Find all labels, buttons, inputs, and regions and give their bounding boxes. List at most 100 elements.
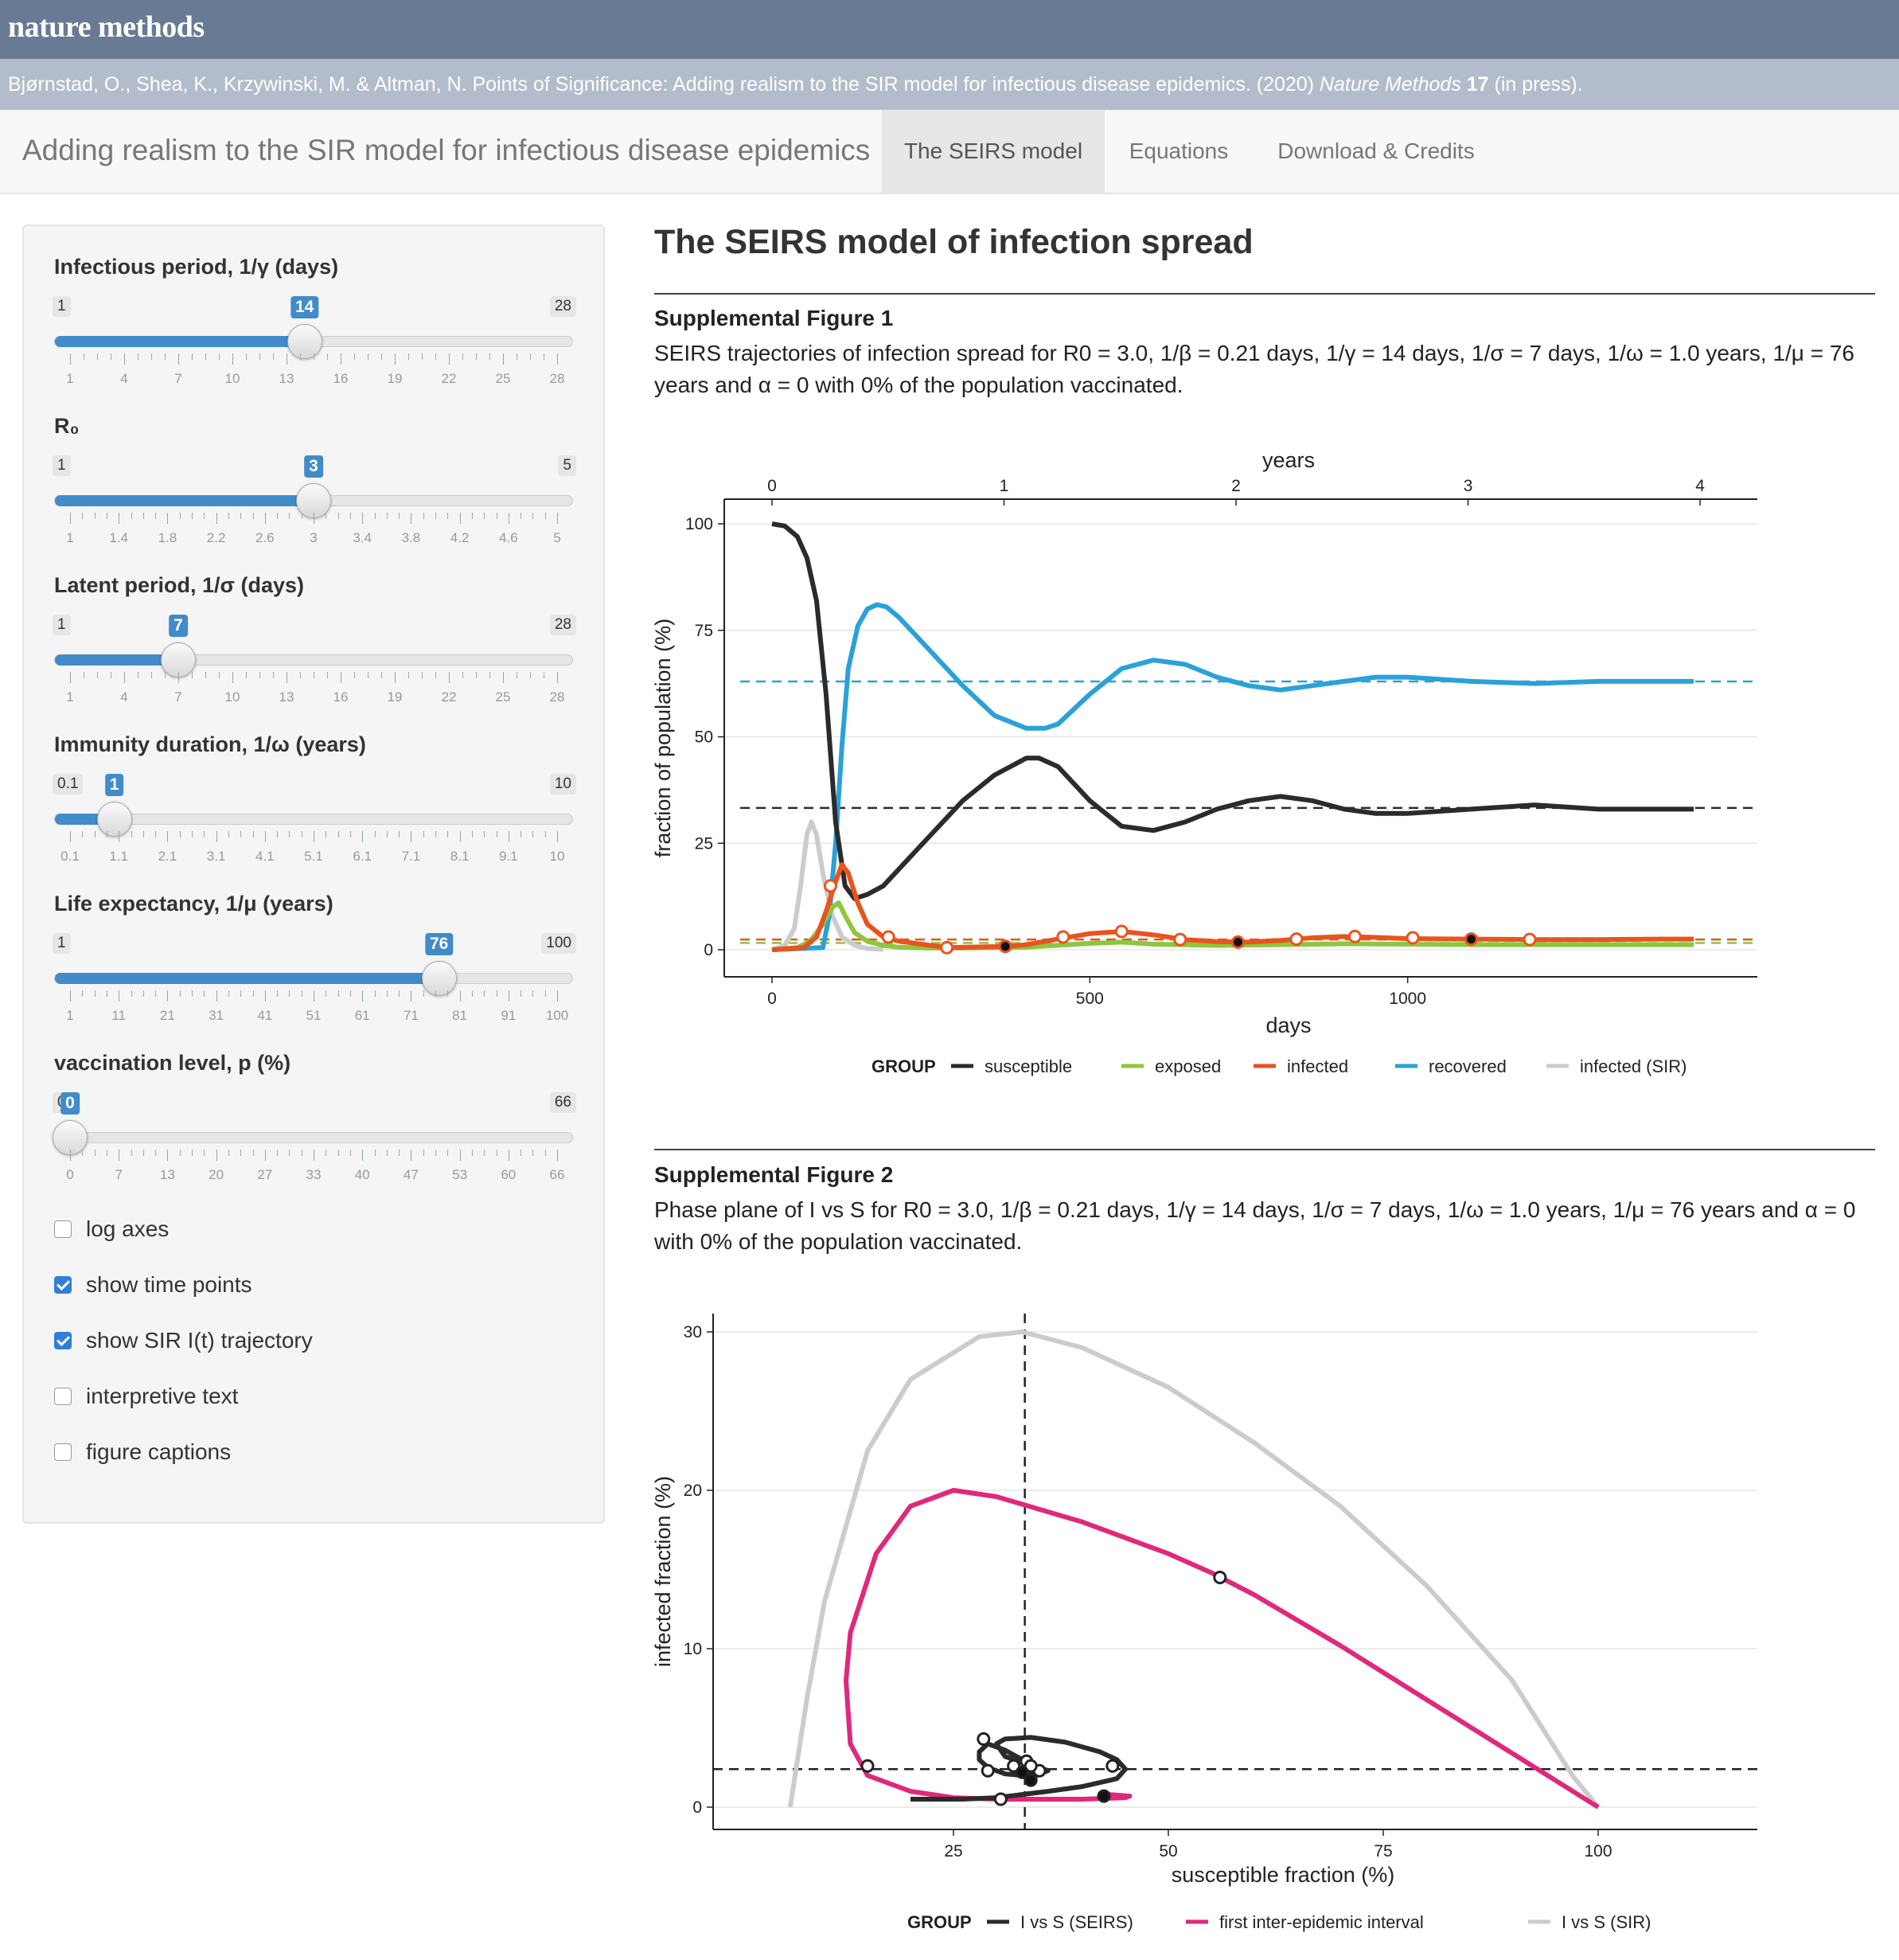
citation: Bjørnstad, O., Shea, K., Krzywinski, M. … bbox=[8, 73, 1583, 96]
slider-tick bbox=[462, 672, 463, 678]
slider-tick bbox=[82, 1150, 84, 1156]
time-point bbox=[1056, 930, 1070, 944]
slider-tick bbox=[435, 1150, 436, 1156]
slider-tick bbox=[70, 672, 71, 683]
slider-tick-label: 47 bbox=[403, 1167, 419, 1182]
slider-tick bbox=[386, 990, 388, 997]
x-tick-label: 500 bbox=[1076, 990, 1104, 1008]
slider-tick bbox=[277, 1150, 279, 1156]
checkbox-row[interactable]: show SIR I(t) trajectory bbox=[54, 1328, 313, 1353]
checkbox-row[interactable]: interpretive text bbox=[54, 1384, 238, 1409]
slider-tick bbox=[395, 353, 396, 365]
slider-handle[interactable] bbox=[53, 1120, 88, 1155]
slider-tick bbox=[192, 1150, 193, 1156]
controls-panel bbox=[22, 225, 605, 1524]
slider-tick bbox=[155, 990, 157, 997]
slider-tick bbox=[131, 1150, 132, 1156]
slider-tick bbox=[447, 1150, 449, 1156]
slider-tick bbox=[167, 1150, 169, 1161]
slider-tick bbox=[216, 513, 217, 524]
slider-tick bbox=[70, 353, 71, 365]
slider-tick bbox=[273, 353, 274, 360]
slider-handle[interactable] bbox=[287, 324, 322, 359]
tab-equations[interactable]: Equations bbox=[1129, 139, 1229, 163]
brand-logo: nature methods bbox=[8, 10, 205, 44]
slider-handle[interactable] bbox=[296, 483, 331, 518]
slider-ticks bbox=[70, 990, 558, 1003]
slider-max: 28 bbox=[549, 615, 576, 635]
slider-tick-label: 13 bbox=[159, 1167, 175, 1182]
slider-value: 0 bbox=[60, 1092, 80, 1115]
checkbox-row[interactable]: figure captions bbox=[54, 1439, 231, 1465]
slider-tick bbox=[192, 990, 193, 997]
fig1-caption: SEIRS trajectories of infection spread f… bbox=[654, 341, 1854, 397]
slider-tick bbox=[422, 353, 423, 360]
slider-tick bbox=[70, 990, 71, 1001]
legend-label: exposed bbox=[1155, 1056, 1221, 1076]
slider-tick bbox=[395, 672, 396, 683]
slider-tick bbox=[167, 831, 169, 842]
checkbox[interactable] bbox=[54, 1388, 72, 1405]
slider-tick-label: 19 bbox=[387, 689, 403, 705]
slider-tick-label: 5 bbox=[553, 530, 561, 545]
tab-download-credits[interactable]: Download & Credits bbox=[1277, 139, 1475, 163]
slider-tick bbox=[399, 990, 400, 997]
slider-fill bbox=[55, 654, 179, 666]
slider-tick bbox=[167, 513, 169, 524]
slider-handle[interactable] bbox=[421, 961, 457, 996]
slider-tick bbox=[503, 672, 504, 683]
slider-tick bbox=[362, 990, 364, 1001]
slider-tick bbox=[97, 672, 98, 678]
slider-track[interactable] bbox=[54, 973, 573, 984]
x-axis-label: days bbox=[1265, 1013, 1311, 1037]
slider-tick bbox=[327, 353, 328, 360]
legend-label: susceptible bbox=[985, 1056, 1072, 1076]
slider-track[interactable] bbox=[54, 1132, 573, 1143]
checkbox[interactable] bbox=[54, 1220, 72, 1238]
slider-tick bbox=[532, 990, 534, 997]
top-tick-label: 4 bbox=[1695, 477, 1705, 495]
slider-tick bbox=[544, 513, 546, 519]
checkbox-row[interactable]: log axes bbox=[54, 1216, 169, 1242]
checkbox-row[interactable]: show time points bbox=[54, 1272, 252, 1298]
slider-tick bbox=[300, 672, 301, 678]
slider-tick bbox=[82, 513, 84, 519]
tab-seirs-model[interactable]: The SEIRS model bbox=[882, 110, 1105, 193]
slider-value: 76 bbox=[424, 933, 454, 955]
y-tick-label: 30 bbox=[684, 1323, 702, 1341]
slider-tick bbox=[471, 1150, 473, 1156]
time-point bbox=[998, 939, 1012, 954]
time-point bbox=[993, 1792, 1008, 1806]
time-point bbox=[1406, 931, 1420, 945]
checkbox[interactable] bbox=[54, 1443, 72, 1461]
slider-tick bbox=[240, 1150, 242, 1156]
slider-tick-label: 66 bbox=[549, 1167, 565, 1182]
slider-tick-label: 2.1 bbox=[158, 849, 177, 864]
slider-tick-label: 1 bbox=[66, 689, 74, 705]
slider-handle[interactable] bbox=[96, 802, 132, 837]
slider-tick bbox=[544, 1150, 546, 1156]
checkbox[interactable] bbox=[54, 1276, 72, 1294]
legend-label: infected bbox=[1287, 1056, 1348, 1076]
slider-track[interactable] bbox=[54, 654, 573, 666]
slider-tick bbox=[232, 353, 233, 365]
slider-tick bbox=[435, 831, 436, 837]
slider-tick bbox=[435, 513, 436, 519]
slider-min: 1 bbox=[53, 933, 71, 954]
slider-tick bbox=[94, 513, 96, 519]
time-point bbox=[881, 930, 895, 944]
slider-handle[interactable] bbox=[160, 642, 196, 677]
slider-tick-label: 3.8 bbox=[401, 530, 421, 545]
slider-track[interactable] bbox=[54, 814, 573, 825]
checkbox[interactable] bbox=[54, 1332, 72, 1349]
y-tick-label: 50 bbox=[695, 728, 713, 747]
slider-tick-label: 6.1 bbox=[353, 849, 372, 864]
slider-tick bbox=[240, 831, 242, 837]
slider-label: Latent period, 1/σ (days) bbox=[54, 573, 305, 597]
slider-tick bbox=[289, 513, 291, 519]
slider-tick bbox=[216, 831, 217, 842]
slider-tick bbox=[381, 672, 382, 678]
slider-tick bbox=[124, 353, 125, 365]
slider-tick bbox=[240, 990, 242, 997]
